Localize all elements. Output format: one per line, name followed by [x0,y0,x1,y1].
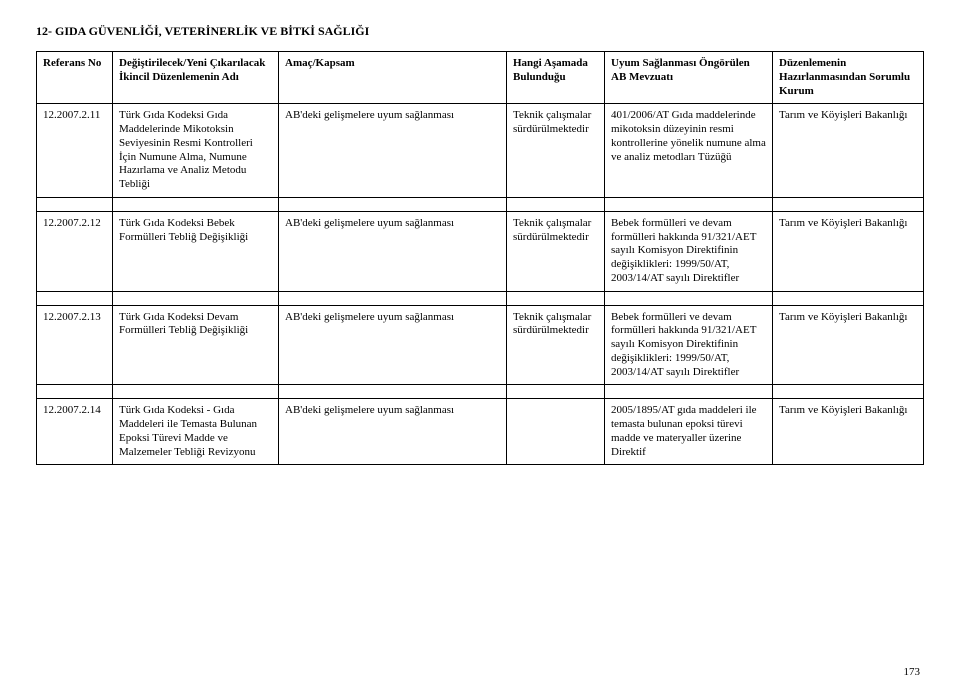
cell-resp: Tarım ve Köyişleri Bakanlığı [773,305,924,385]
cell-scope: AB'deki gelişmelere uyum sağlanması [279,399,507,465]
section-heading: 12- GIDA GÜVENLİĞİ, VETERİNERLİK VE BİTK… [36,24,924,39]
cell-name: Türk Gıda Kodeksi Devam Formülleri Tebli… [113,305,279,385]
col-header-resp: Düzenlemenin Hazırlanmasından Sorumlu Ku… [773,52,924,104]
page-number: 173 [904,666,921,678]
cell-stage [507,399,605,465]
cell-resp: Tarım ve Köyişleri Bakanlığı [773,211,924,291]
cell-ref: 12.2007.2.14 [37,399,113,465]
cell-eu: 2005/1895/AT gıda maddeleri ile temasta … [605,399,773,465]
cell-ref: 12.2007.2.11 [37,104,113,198]
cell-name: Türk Gıda Kodeksi Bebek Formülleri Tebli… [113,211,279,291]
cell-name: Türk Gıda Kodeksi - Gıda Maddeleri ile T… [113,399,279,465]
cell-resp: Tarım ve Köyişleri Bakanlığı [773,399,924,465]
cell-eu: Bebek formülleri ve devam formülleri hak… [605,211,773,291]
cell-name: Türk Gıda Kodeksi Gıda Maddelerinde Miko… [113,104,279,198]
cell-resp: Tarım ve Köyişleri Bakanlığı [773,104,924,198]
cell-scope: AB'deki gelişmelere uyum sağlanması [279,104,507,198]
cell-stage: Teknik çalışmalar sürdürülmektedir [507,305,605,385]
table-row: 12.2007.2.12 Türk Gıda Kodeksi Bebek For… [37,211,924,291]
cell-stage: Teknik çalışmalar sürdürülmektedir [507,104,605,198]
spacer-row [37,197,924,211]
table-row: 12.2007.2.13 Türk Gıda Kodeksi Devam For… [37,305,924,385]
spacer-row [37,291,924,305]
cell-ref: 12.2007.2.12 [37,211,113,291]
table-row: 12.2007.2.11 Türk Gıda Kodeksi Gıda Madd… [37,104,924,198]
cell-scope: AB'deki gelişmelere uyum sağlanması [279,305,507,385]
col-header-ref: Referans No [37,52,113,104]
cell-eu: 401/2006/AT Gıda maddelerinde mikotoksin… [605,104,773,198]
regulation-table: Referans No Değiştirilecek/Yeni Çıkarıla… [36,51,924,465]
cell-ref: 12.2007.2.13 [37,305,113,385]
table-row: 12.2007.2.14 Türk Gıda Kodeksi - Gıda Ma… [37,399,924,465]
col-header-eu: Uyum Sağlanması Öngörülen AB Mevzuatı [605,52,773,104]
spacer-row [37,385,924,399]
table-header-row: Referans No Değiştirilecek/Yeni Çıkarıla… [37,52,924,104]
col-header-scope: Amaç/Kapsam [279,52,507,104]
cell-stage: Teknik çalışmalar sürdürülmektedir [507,211,605,291]
cell-eu: Bebek formülleri ve devam formülleri hak… [605,305,773,385]
cell-scope: AB'deki gelişmelere uyum sağlanması [279,211,507,291]
col-header-name: Değiştirilecek/Yeni Çıkarılacak İkincil … [113,52,279,104]
col-header-stage: Hangi Aşamada Bulunduğu [507,52,605,104]
